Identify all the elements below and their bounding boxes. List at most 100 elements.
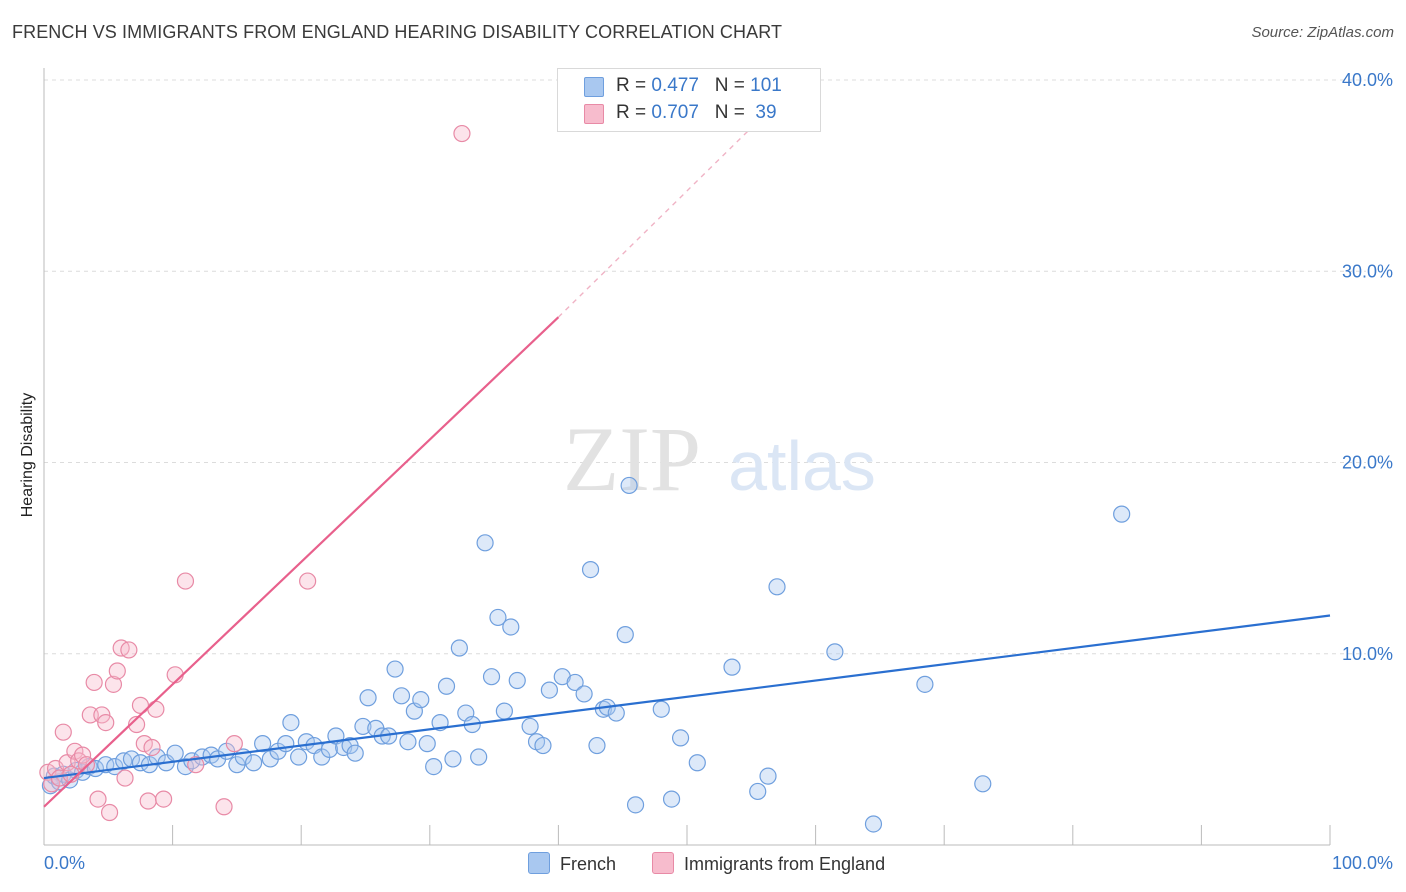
tick-labels: 10.0% 20.0% 30.0% 40.0% 0.0% 100.0%: [44, 70, 1393, 873]
data-point: [176, 572, 195, 590]
data-point: [534, 736, 552, 755]
data-point: [89, 790, 107, 808]
data-point: [154, 790, 173, 808]
trend-line-england: [43, 316, 560, 808]
data-point: [759, 767, 777, 785]
data-point: [127, 715, 146, 734]
bottom-legend-swatch-england: [652, 852, 674, 874]
data-point: [100, 803, 119, 822]
data-point: [139, 792, 157, 810]
y-tick-label: 20.0%: [1342, 453, 1393, 473]
data-point: [120, 641, 138, 659]
data-point: [916, 675, 934, 693]
bottom-legend-england: Immigrants from England: [652, 852, 885, 875]
trend-lines: [43, 127, 1331, 808]
data-point: [148, 748, 166, 766]
legend-text-french: R = 0.477 N = 101: [616, 75, 782, 96]
data-point: [418, 735, 436, 753]
data-point: [723, 658, 741, 676]
data-point: [66, 742, 84, 760]
data-point: [581, 560, 600, 579]
data-point: [176, 757, 195, 776]
data-point: [215, 798, 233, 816]
data-point: [566, 673, 584, 692]
data-point: [662, 790, 681, 808]
data-point: [97, 713, 115, 732]
y-tick-label: 40.0%: [1342, 70, 1393, 90]
data-point: [575, 685, 593, 703]
data-point: [346, 744, 364, 762]
data-point: [521, 717, 539, 736]
data-point: [116, 769, 134, 787]
data-point: [616, 626, 634, 644]
x-tick-label: 100.0%: [1332, 853, 1393, 873]
bottom-legend-french: French: [528, 852, 616, 875]
data-point: [354, 717, 372, 736]
watermark-atlas: atlas: [728, 427, 876, 505]
data-point: [470, 748, 488, 766]
data-point: [688, 754, 706, 772]
data-point: [187, 756, 205, 774]
data-point: [652, 700, 670, 718]
data-point: [85, 673, 103, 692]
data-point: [73, 746, 92, 764]
data-point: [225, 735, 243, 753]
data-point: [425, 757, 443, 776]
bottom-legend-label-england: Immigrants from England: [684, 854, 886, 874]
data-point: [135, 735, 153, 753]
data-point: [1113, 505, 1131, 523]
series-points-england: [39, 124, 471, 822]
data-point: [282, 713, 300, 732]
legend-text-england: R = 0.707 N = 39: [616, 102, 777, 123]
data-point: [254, 735, 272, 753]
axes: [43, 68, 1331, 846]
bottom-legend-label-french: French: [560, 854, 617, 874]
data-point: [245, 754, 263, 772]
data-point: [626, 796, 645, 814]
data-point: [108, 662, 126, 680]
data-point: [450, 639, 468, 657]
data-point: [489, 608, 507, 627]
grid-lines: [44, 79, 1366, 655]
bottom-legend-swatch-french: [528, 852, 550, 874]
trend-line-french: [43, 614, 1331, 780]
trend-line-extension: [557, 127, 752, 318]
legend-box: R = 0.477 N = 101 R = 0.707 N = 39: [557, 68, 821, 132]
data-point: [166, 744, 184, 762]
data-point: [826, 643, 844, 661]
data-point: [147, 700, 165, 718]
watermark-zip: ZIP: [563, 408, 701, 510]
y-tick-label: 30.0%: [1342, 261, 1393, 281]
x-tick-label: 0.0%: [44, 853, 85, 873]
data-point: [412, 691, 430, 709]
data-point: [508, 671, 526, 690]
data-point: [671, 729, 690, 747]
data-point: [864, 815, 883, 833]
data-point: [974, 775, 992, 793]
data-point: [104, 675, 123, 693]
data-point: [620, 476, 638, 495]
data-point: [392, 687, 411, 705]
source-credit: Source: ZipAtlas.com: [1251, 24, 1394, 41]
legend-swatch-french: [584, 77, 604, 97]
legend-swatch-england: [584, 104, 604, 124]
data-point: [588, 736, 606, 755]
data-point: [290, 748, 308, 766]
data-point: [54, 723, 72, 741]
data-point: [444, 750, 462, 768]
data-point: [399, 733, 417, 751]
data-point: [453, 124, 471, 143]
data-point: [476, 534, 494, 552]
y-tick-label: 10.0%: [1342, 644, 1393, 664]
data-point: [502, 618, 520, 636]
series-points-french: [41, 476, 1131, 833]
data-point: [386, 660, 404, 678]
data-point: [768, 578, 786, 596]
chart-title: FRENCH VS IMMIGRANTS FROM ENGLAND HEARIN…: [12, 22, 783, 42]
data-point: [749, 782, 767, 801]
data-point: [437, 677, 456, 695]
data-point: [482, 668, 501, 686]
data-point: [540, 681, 558, 699]
data-point: [359, 689, 377, 707]
